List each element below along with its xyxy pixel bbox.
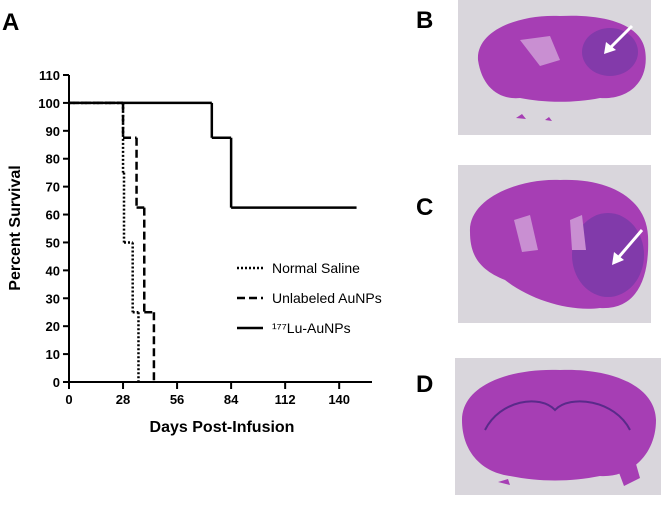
panel-label: B xyxy=(416,7,433,34)
y-tick-label: 80 xyxy=(46,152,60,167)
arrow-head xyxy=(604,42,616,54)
fragment xyxy=(498,464,640,486)
y-tick-label: 60 xyxy=(46,208,60,223)
arrow xyxy=(608,24,634,50)
x-tick-label: 112 xyxy=(275,392,296,407)
histology-c: C xyxy=(416,165,651,323)
x-tick-label: 28 xyxy=(116,392,130,407)
histology-d: D xyxy=(416,358,661,495)
x-tick-label: 140 xyxy=(328,392,350,407)
y-tick-label: 70 xyxy=(46,180,60,195)
arrow-head xyxy=(612,252,624,265)
y-tick-label: 30 xyxy=(46,291,60,306)
tissue xyxy=(462,369,656,481)
y-tick-label: 20 xyxy=(46,319,60,334)
x-tick-label: 0 xyxy=(65,392,72,407)
y-tick-label: 0 xyxy=(53,375,60,390)
x-tick-label: 84 xyxy=(224,392,239,407)
y-tick-label: 10 xyxy=(46,347,60,362)
hippocampus xyxy=(484,400,631,431)
ventricle xyxy=(520,36,560,66)
legend-label: Normal Saline xyxy=(272,260,360,276)
tumor xyxy=(572,213,644,297)
y-axis-title: Percent Survival xyxy=(7,165,24,290)
legend-label: Unlabeled AuNPs xyxy=(272,290,382,306)
panel-label: A xyxy=(2,9,19,36)
fragment xyxy=(516,114,552,121)
y-tick-label: 50 xyxy=(46,235,60,250)
y-tick-label: 100 xyxy=(38,96,60,111)
panel-label: C xyxy=(416,194,433,221)
y-tick-label: 110 xyxy=(39,68,60,83)
x-tick-label: 56 xyxy=(170,392,184,407)
arrow xyxy=(616,229,644,259)
x-axis-title: Days Post-Infusion xyxy=(150,419,295,436)
legend-label: ¹⁷⁷Lu-AuNPs xyxy=(272,320,351,336)
y-tick-label: 40 xyxy=(46,263,60,278)
panel-label: D xyxy=(416,371,433,398)
histology-b: B xyxy=(416,0,651,135)
y-tick-label: 90 xyxy=(46,124,60,139)
ventricle xyxy=(514,215,586,252)
